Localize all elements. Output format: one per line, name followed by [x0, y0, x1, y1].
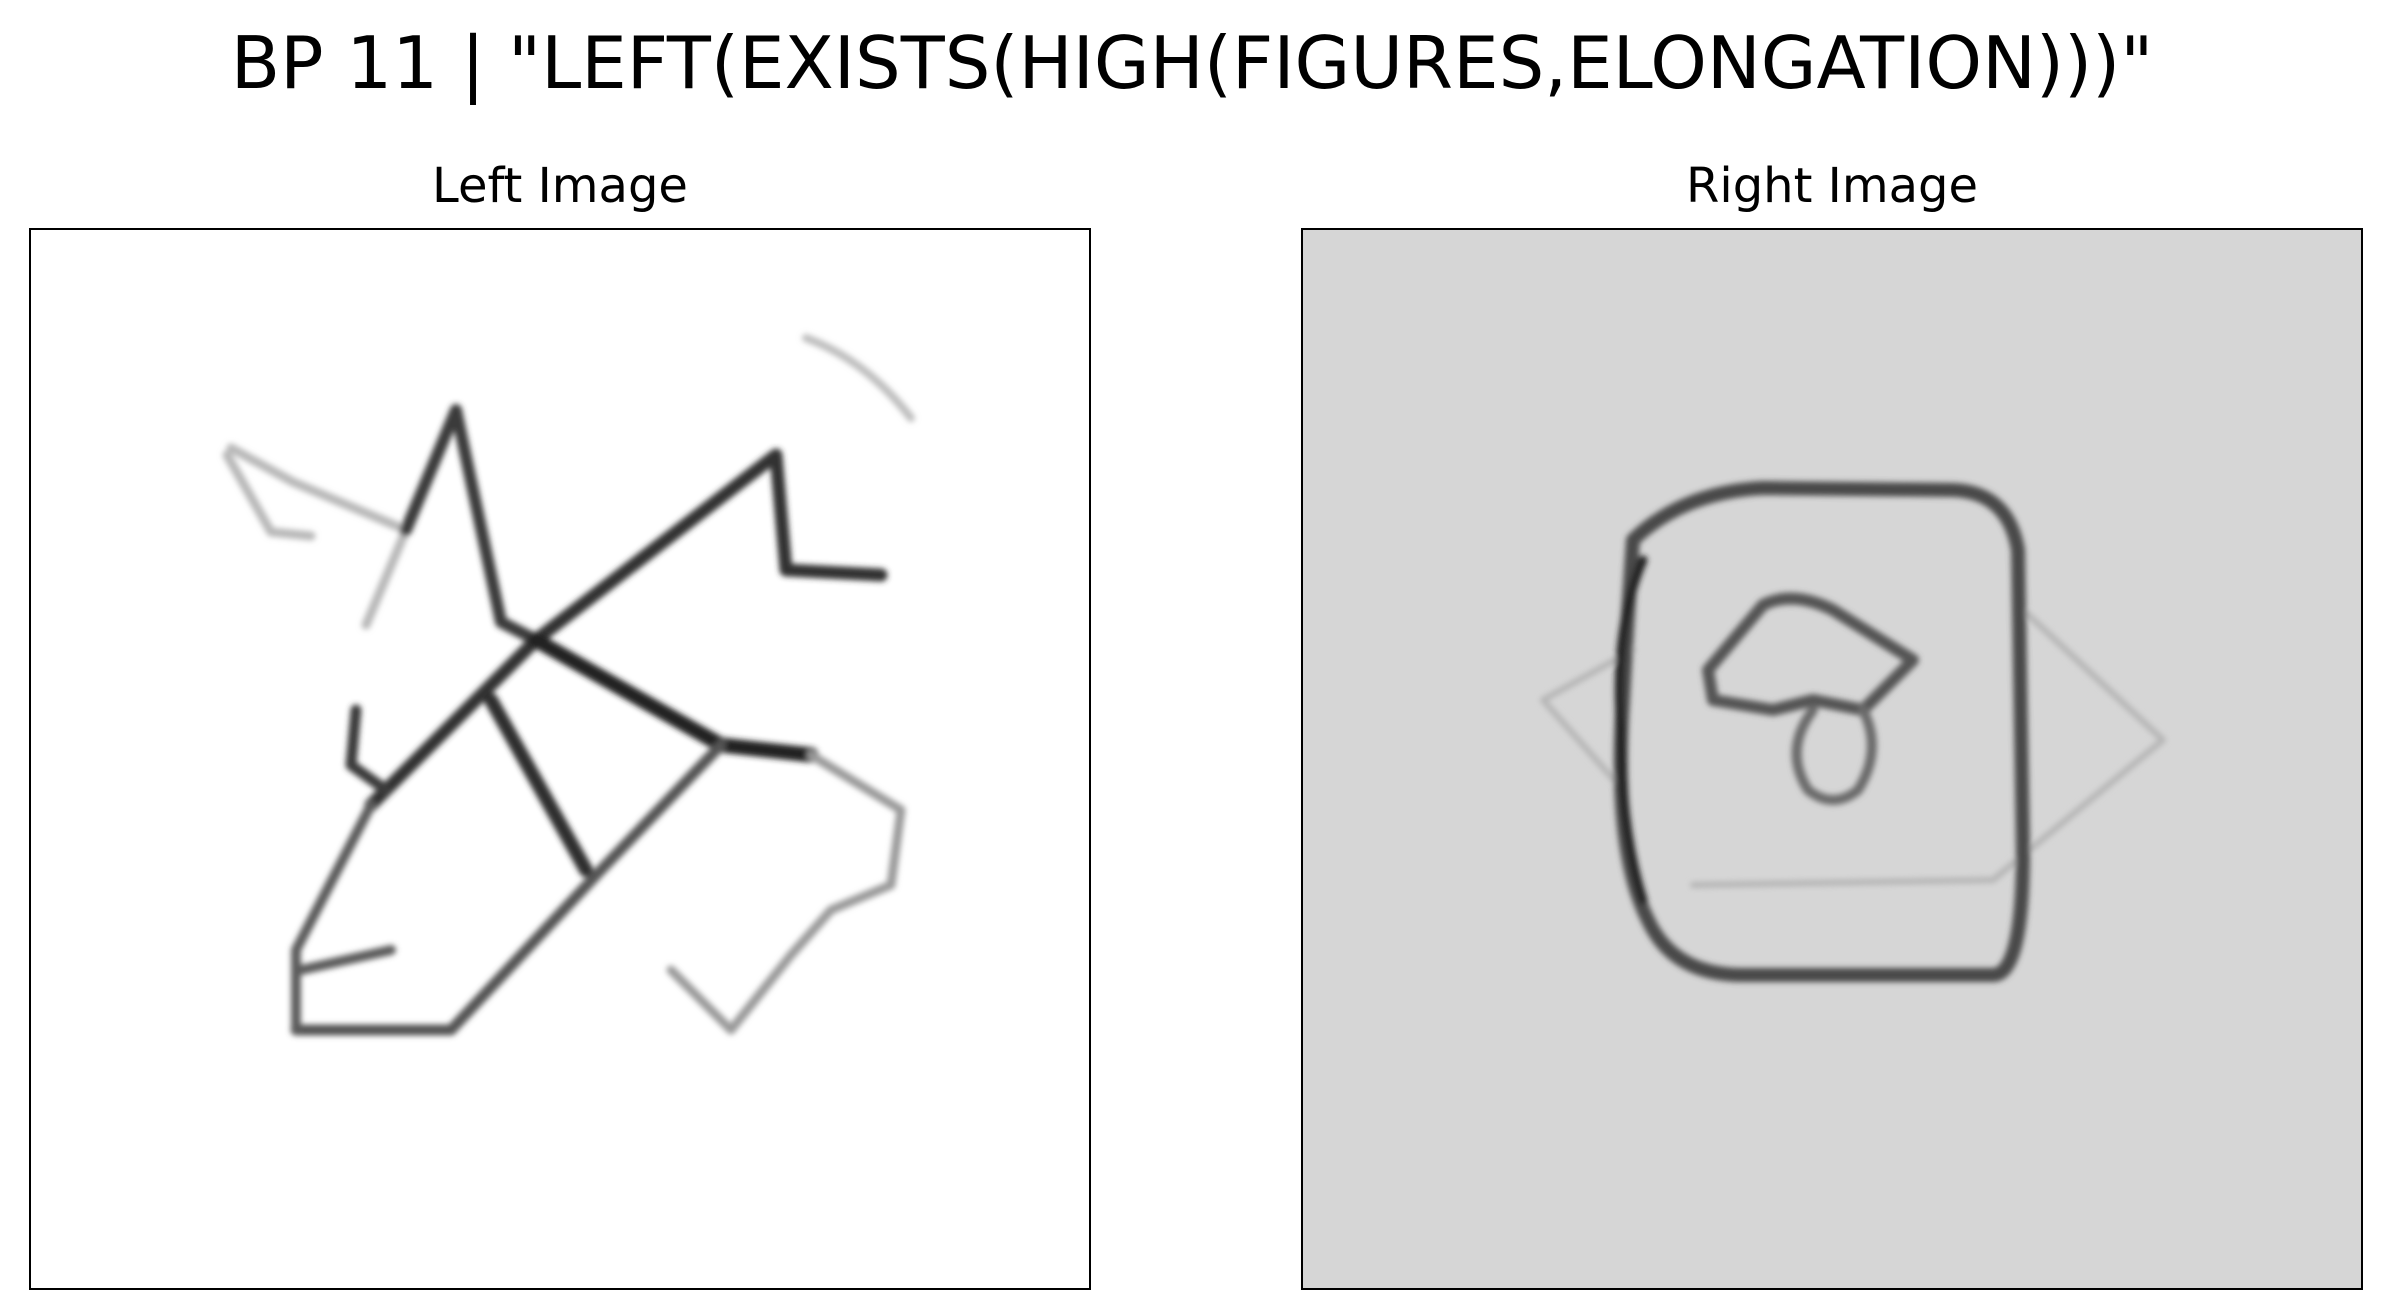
right-inner-shape	[1702, 592, 1919, 716]
figure-title: BP 11 | "LEFT(EXISTS(HIGH(FIGURES,ELONGA…	[230, 21, 2154, 105]
right-image-panel	[1301, 228, 2363, 1290]
left-image-panel	[29, 228, 1091, 1290]
right-image-background	[1303, 230, 2361, 1288]
left-right-swoop	[666, 750, 906, 1035]
left-image-background	[31, 230, 1089, 1288]
left-hook	[345, 704, 392, 796]
right-faint-outline	[1540, 607, 2166, 888]
right-inner-loop	[1791, 705, 1877, 805]
left-faint-arc	[802, 334, 915, 422]
left-box-outline	[291, 800, 396, 1035]
left-inner-stroke	[484, 693, 593, 877]
right-sketch	[1303, 230, 2361, 1288]
left-light-zigzag	[222, 443, 411, 630]
left-panel-title: Left Image	[432, 158, 688, 214]
left-dark-peak	[400, 404, 542, 646]
right-panel-title: Right Image	[1686, 158, 1978, 214]
left-main-diagonal	[364, 448, 888, 812]
right-outer-shadow	[1614, 555, 1648, 905]
left-lower-diagonal	[290, 739, 727, 1036]
left-sketch	[31, 230, 1089, 1288]
